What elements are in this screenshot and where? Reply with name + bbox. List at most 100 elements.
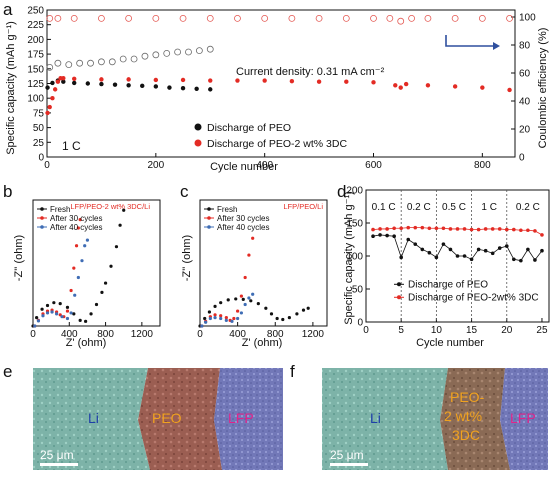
chart-b-point-s1 bbox=[74, 244, 79, 248]
chart-d-point-s1 bbox=[413, 225, 418, 230]
chart-b-frame bbox=[32, 199, 161, 327]
chart-b-legend-marker bbox=[40, 207, 44, 211]
chart-c-legend-marker bbox=[207, 207, 211, 211]
chart-a-point-s3 bbox=[98, 14, 105, 22]
panel-label-f: f bbox=[290, 362, 295, 381]
chart-d-point-s1 bbox=[512, 227, 516, 232]
chart-c-point-s0 bbox=[219, 301, 223, 305]
chart-c-point-s0 bbox=[281, 317, 285, 322]
chart-a-point-s2 bbox=[130, 55, 138, 63]
chart-d-point-s1 bbox=[519, 228, 523, 233]
chart-a-y2-tick-label: 40 bbox=[519, 97, 531, 108]
chart-a-point-s3 bbox=[288, 14, 296, 22]
chart-a-point-s3 bbox=[424, 14, 432, 22]
chart-a-point-s3 bbox=[397, 17, 405, 25]
chart-d-legend-label: Discharge of PEO bbox=[408, 279, 488, 290]
chart-a-point-s1 bbox=[50, 96, 55, 101]
chart-b-point-s0 bbox=[45, 303, 50, 308]
chart-a-point-s1 bbox=[45, 110, 50, 116]
chart-a-x-tick-label: 200 bbox=[147, 160, 164, 171]
chart-c-point-s2 bbox=[239, 311, 243, 315]
chart-c-point-s2 bbox=[213, 316, 217, 320]
chart-a-y-tick-label: 225 bbox=[27, 20, 44, 31]
chart-d: Cycle number Specific capacity (mAh g⁻¹)… bbox=[343, 186, 550, 349]
sem-e-label-li: Li bbox=[88, 410, 99, 426]
chart-a-point-s3 bbox=[261, 14, 269, 22]
chart-d-region-label: 0.1 C bbox=[372, 202, 396, 213]
chart-d-point-s1 bbox=[392, 226, 396, 231]
chart-b-point-s0 bbox=[94, 302, 99, 307]
chart-a-point-s0 bbox=[72, 80, 77, 86]
chart-d-point-s1 bbox=[490, 227, 495, 231]
chart-d-point-s1 bbox=[385, 227, 389, 231]
chart-a-frame bbox=[46, 9, 516, 158]
chart-d-point-s0 bbox=[533, 258, 537, 262]
sem-image-e: Li PEO LFP 25 μm bbox=[33, 368, 283, 470]
chart-a-point-s2 bbox=[119, 55, 127, 63]
chart-c: Z' (ohm) -Z'' (ohm) LFP/PEO/Li 0 400 800 12… bbox=[181, 199, 328, 349]
chart-d-point-s1 bbox=[455, 227, 460, 231]
sem-e-scale-bar bbox=[40, 463, 78, 466]
chart-d-point-s0 bbox=[441, 242, 446, 246]
chart-a-point-s2 bbox=[87, 59, 94, 67]
chart-a-point-s0 bbox=[208, 87, 213, 92]
chart-a-point-s2 bbox=[185, 48, 192, 56]
chart-c-point-s0 bbox=[241, 297, 245, 301]
chart-d-xlabel: Cycle number bbox=[416, 337, 484, 349]
chart-a-point-s3 bbox=[478, 14, 486, 22]
chart-c-point-s0 bbox=[249, 299, 253, 303]
chart-a-point-s2 bbox=[141, 52, 149, 60]
chart-c-point-s0 bbox=[295, 312, 299, 316]
chart-b-point-s2 bbox=[60, 315, 64, 319]
chart-b-point-s2 bbox=[45, 311, 50, 315]
chart-a-point-s3 bbox=[179, 14, 187, 22]
chart-c-point-s2 bbox=[230, 319, 234, 323]
chart-d-point-s0 bbox=[420, 247, 425, 252]
chart-b-legend-marker bbox=[40, 225, 44, 229]
chart-a-point-s2 bbox=[152, 51, 160, 59]
chart-b-point-s2 bbox=[36, 319, 41, 323]
chart-a-x-tick-label: 800 bbox=[474, 160, 491, 171]
chart-d-point-s0 bbox=[497, 246, 502, 250]
chart-d-point-s1 bbox=[378, 227, 382, 231]
chart-c-legend-label: After 40 cycles bbox=[217, 223, 269, 232]
sem-e-lfp-layer bbox=[214, 368, 283, 470]
chart-a: Cycle number Specific capacity (mAh g⁻¹)… bbox=[5, 6, 549, 174]
chart-a-point-s0 bbox=[85, 81, 91, 86]
chart-a-point-s1 bbox=[425, 83, 431, 88]
chart-d-point-s1 bbox=[448, 227, 453, 231]
sem-image-f: Li PEO- 2 wt% 3DC LFP 25 μm bbox=[322, 368, 548, 470]
chart-d-x-tick-label: 20 bbox=[501, 325, 513, 336]
chart-c-point-s1 bbox=[239, 294, 243, 298]
chart-b-point-s1 bbox=[65, 309, 70, 313]
chart-b-point-s2 bbox=[50, 310, 54, 314]
chart-a-point-s1 bbox=[99, 77, 104, 82]
chart-b-title: LFP/PEO-2 wt% 3DC/Li bbox=[70, 202, 150, 211]
chart-d-x-tick-label: 15 bbox=[466, 325, 478, 336]
chart-d-legend-marker bbox=[397, 282, 401, 287]
chart-b-point-s0 bbox=[114, 245, 119, 249]
chart-a-y-tick-label: 50 bbox=[33, 123, 45, 134]
chart-a-point-s2 bbox=[65, 61, 73, 68]
chart-a-point-s1 bbox=[52, 87, 58, 92]
chart-c-point-s1 bbox=[213, 313, 217, 317]
sem-f-label-lfp: LFP bbox=[510, 410, 536, 426]
chart-a-y2-tick-label: 0 bbox=[519, 153, 525, 164]
chart-a-y-tick-label: 200 bbox=[27, 35, 44, 46]
chart-c-legend-marker bbox=[207, 216, 211, 220]
chart-b-point-s0 bbox=[84, 319, 88, 323]
chart-d-point-s0 bbox=[540, 248, 544, 253]
chart-d-point-s0 bbox=[526, 247, 530, 252]
chart-b-point-s2 bbox=[76, 275, 80, 280]
chart-a-legend: Discharge of PEO Discharge of PEO-2 wt% … bbox=[194, 122, 347, 150]
chart-d-point-s0 bbox=[483, 248, 488, 253]
chart-a-y-tick-label: 250 bbox=[27, 6, 44, 17]
chart-b-ylabel: -Z'' (ohm) bbox=[13, 235, 25, 281]
chart-b-point-s0 bbox=[72, 312, 76, 316]
chart-d-point-s1 bbox=[533, 229, 537, 233]
chart-b-point-s0 bbox=[89, 312, 93, 316]
chart-a-point-s2 bbox=[174, 48, 182, 56]
chart-a-point-s1 bbox=[208, 78, 213, 83]
chart-b-point-s1 bbox=[69, 288, 73, 293]
